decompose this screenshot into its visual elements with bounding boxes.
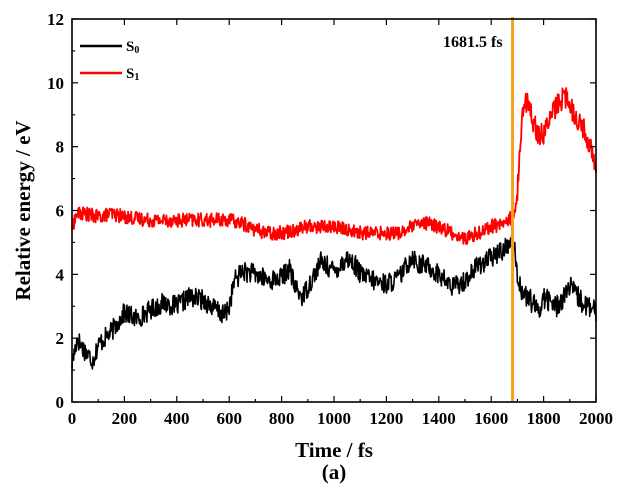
y-tick-label: 10 <box>47 74 64 93</box>
legend-label-s0: S0 <box>126 39 139 56</box>
y-axis-title: Relative energy / eV <box>11 120 35 300</box>
x-axis-title: Time / fs <box>295 438 373 462</box>
x-tick-label: 1800 <box>527 409 561 428</box>
y-tick-label: 0 <box>56 393 65 412</box>
x-tick-label: 800 <box>269 409 295 428</box>
annotation-label: 1681.5 fs <box>443 34 503 51</box>
series-line-s1 <box>71 87 597 245</box>
x-tick-label: 400 <box>164 409 190 428</box>
x-tick-label: 1200 <box>369 409 403 428</box>
x-tick-label: 200 <box>112 409 138 428</box>
y-tick-label: 8 <box>56 138 65 157</box>
y-tick-label: 2 <box>56 329 65 348</box>
axes-layer: 0 200 400 600 800 1000 1200 1400 1600 1800 2000 0 2 4… <box>47 10 613 428</box>
legend: S0 S1 <box>80 39 139 83</box>
y-tick-label: 6 <box>56 202 65 221</box>
x-tick-label: 1000 <box>317 409 351 428</box>
series-layer <box>71 87 597 370</box>
y-tick-label: 12 <box>47 10 64 29</box>
x-tick-label: 1400 <box>422 409 456 428</box>
x-tick-label: 600 <box>216 409 242 428</box>
y-tick-label: 4 <box>56 265 65 284</box>
legend-label-s1: S1 <box>126 66 139 83</box>
x-tick-label: 0 <box>68 409 77 428</box>
series-line-s0 <box>71 223 597 370</box>
figure-subtitle: (a) <box>322 460 347 484</box>
x-tick-label: 2000 <box>579 409 613 428</box>
plot-frame <box>71 18 597 403</box>
x-tick-label: 1600 <box>474 409 508 428</box>
